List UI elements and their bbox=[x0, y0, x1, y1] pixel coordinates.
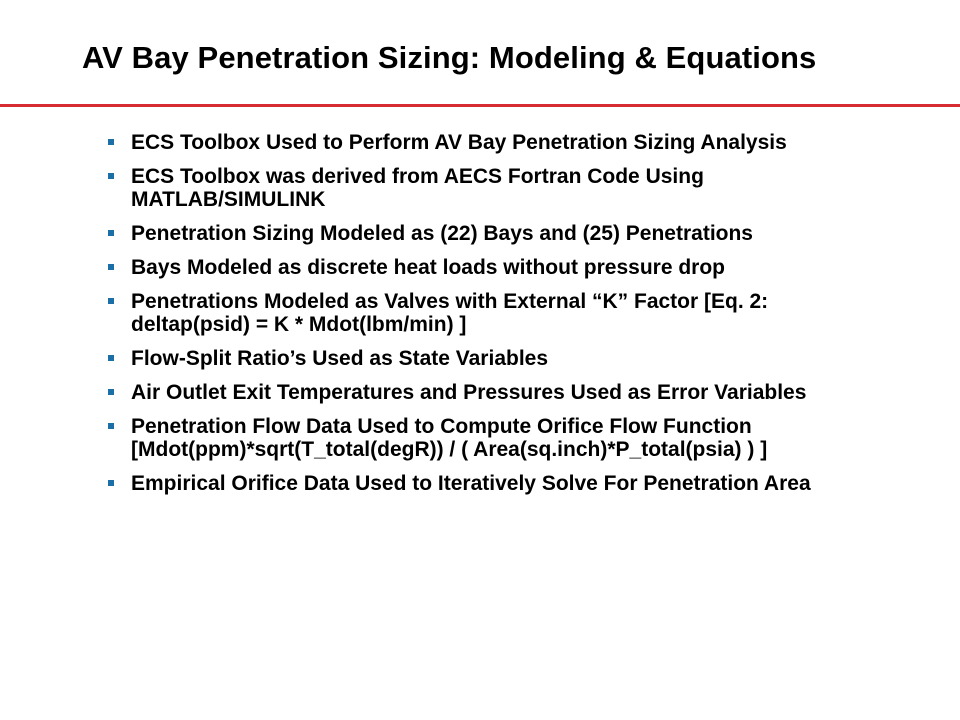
bullet-line: [Mdot(ppm)*sqrt(T_total(degR)) / ( Area(… bbox=[131, 438, 768, 461]
bullet-line: ECS Toolbox Used to Perform AV Bay Penet… bbox=[131, 131, 787, 154]
slide-title: AV Bay Penetration Sizing: Modeling & Eq… bbox=[82, 40, 817, 75]
square-bullet-icon bbox=[108, 389, 114, 395]
bullet-item: Empirical Orifice Data Used to Iterative… bbox=[108, 472, 938, 495]
title-divider bbox=[0, 104, 960, 107]
bullet-line: Air Outlet Exit Temperatures and Pressur… bbox=[131, 381, 807, 404]
bullet-line: deltap(psid) = K * Mdot(lbm/min) ] bbox=[131, 313, 467, 336]
bullet-list: ECS Toolbox Used to Perform AV Bay Penet… bbox=[108, 131, 938, 506]
bullet-line: Penetrations Modeled as Valves with Exte… bbox=[131, 290, 769, 313]
square-bullet-icon bbox=[108, 480, 114, 486]
bullet-line: Bays Modeled as discrete heat loads with… bbox=[131, 256, 725, 279]
bullet-item: Penetration Sizing Modeled as (22) Bays … bbox=[108, 222, 938, 245]
bullet-item: Penetration Flow Data Used to Compute Or… bbox=[108, 415, 938, 461]
bullet-item: Flow-Split Ratio’s Used as State Variabl… bbox=[108, 347, 938, 370]
square-bullet-icon bbox=[108, 139, 114, 145]
bullet-item: ECS Toolbox was derived from AECS Fortra… bbox=[108, 165, 938, 211]
bullet-line: ECS Toolbox was derived from AECS Fortra… bbox=[131, 165, 704, 188]
square-bullet-icon bbox=[108, 264, 114, 270]
square-bullet-icon bbox=[108, 355, 114, 361]
bullet-item: Bays Modeled as discrete heat loads with… bbox=[108, 256, 938, 279]
square-bullet-icon bbox=[108, 230, 114, 236]
bullet-line: Penetration Sizing Modeled as (22) Bays … bbox=[131, 222, 753, 245]
bullet-item: ECS Toolbox Used to Perform AV Bay Penet… bbox=[108, 131, 938, 154]
bullet-item: Penetrations Modeled as Valves with Exte… bbox=[108, 290, 938, 336]
square-bullet-icon bbox=[108, 423, 114, 429]
bullet-line: Empirical Orifice Data Used to Iterative… bbox=[131, 472, 811, 495]
square-bullet-icon bbox=[108, 173, 114, 179]
bullet-line: MATLAB/SIMULINK bbox=[131, 188, 326, 211]
bullet-line: Penetration Flow Data Used to Compute Or… bbox=[131, 415, 752, 438]
bullet-item: Air Outlet Exit Temperatures and Pressur… bbox=[108, 381, 938, 404]
square-bullet-icon bbox=[108, 298, 114, 304]
bullet-line: Flow-Split Ratio’s Used as State Variabl… bbox=[131, 347, 549, 370]
